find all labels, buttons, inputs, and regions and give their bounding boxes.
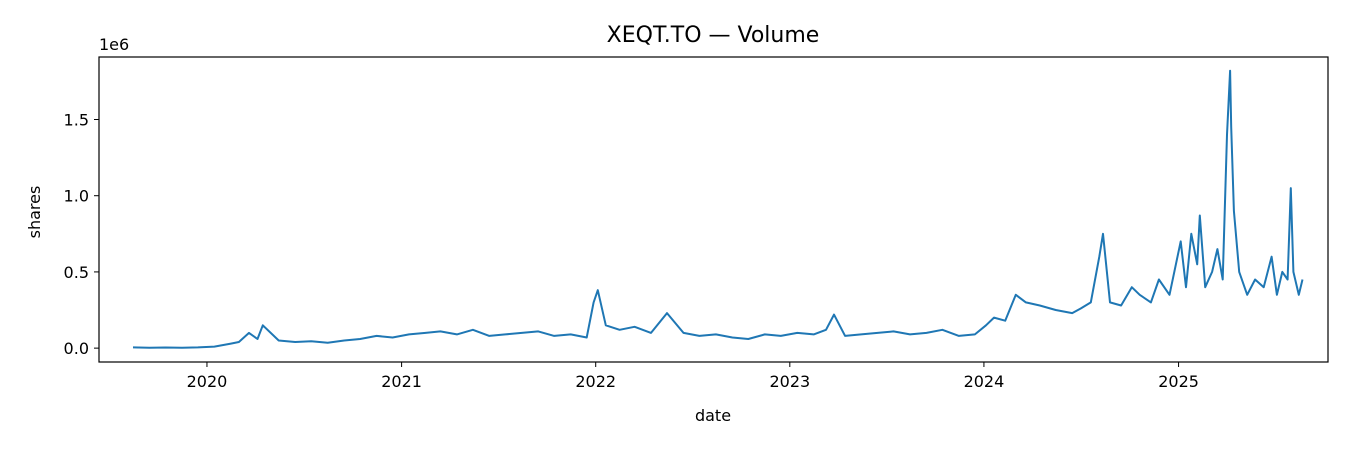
y-tick-label: 1.0 [64, 187, 89, 206]
chart-title: XEQT.TO — Volume [607, 23, 820, 48]
x-tick-label: 2024 [964, 372, 1005, 391]
y-tick-label: 0.5 [64, 263, 89, 282]
x-tick-label: 2025 [1158, 372, 1199, 391]
plot-area [132, 69, 1304, 349]
y-tick-label: 0.0 [64, 339, 89, 358]
y-axis-label: shares [25, 186, 44, 239]
y-offset-label: 1e6 [99, 35, 129, 54]
series-line-0 [132, 69, 1304, 349]
x-tick-label: 2022 [575, 372, 616, 391]
axes-frame [98, 56, 1329, 363]
x-axis: 2020 2021 2022 2023 2024 2025 [187, 362, 1199, 391]
x-tick-label: 2020 [187, 372, 228, 391]
x-axis-label: date [695, 406, 731, 425]
y-axis: 0.0 0.5 1.0 1.5 [64, 110, 99, 358]
x-tick-label: 2021 [381, 372, 422, 391]
y-tick-label: 1.5 [64, 110, 89, 129]
x-tick-label: 2023 [769, 372, 810, 391]
